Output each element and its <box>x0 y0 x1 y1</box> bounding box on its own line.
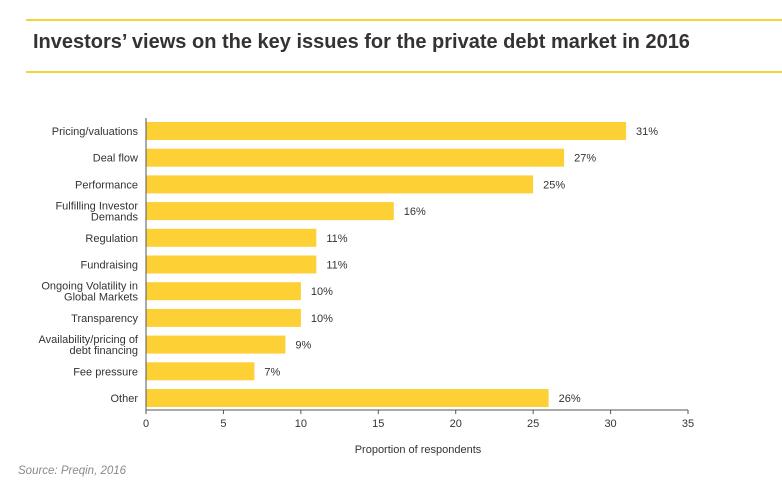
value-label-7: 10% <box>311 313 333 325</box>
bar-8 <box>146 335 286 354</box>
category-label-line: debt financing <box>70 345 139 357</box>
category-label-4: Regulation <box>85 233 138 245</box>
value-label-4: 11% <box>326 233 347 245</box>
title-underline-rule <box>26 71 782 73</box>
bar-0 <box>146 122 627 140</box>
category-label-1: Deal flow <box>93 153 138 165</box>
category-label-line: Availability/pricing of <box>39 334 139 346</box>
bar-3 <box>146 202 394 221</box>
category-label-3: Fulfilling Investor Demands <box>55 201 138 224</box>
bar-1 <box>146 148 565 167</box>
category-label-2: Performance <box>75 179 138 191</box>
bar-5 <box>146 255 317 274</box>
category-label-line: Fundraising <box>81 260 138 272</box>
chart-title: Investors’ views on the key issues for t… <box>33 31 690 53</box>
category-label-line: Fulfilling Investor <box>55 201 138 213</box>
category-label-6: Ongoing Volatility in Global Markets <box>41 281 138 304</box>
category-label-line: Performance <box>75 179 138 191</box>
value-label-1: 27% <box>574 153 596 165</box>
category-label-5: Fundraising <box>81 260 138 272</box>
bar-6 <box>146 282 301 301</box>
value-label-10: 26% <box>559 393 581 405</box>
value-label-6: 10% <box>311 286 333 298</box>
category-label-line: Other <box>110 393 138 405</box>
category-label-0: Pricing/valuations <box>52 126 139 138</box>
bar-4 <box>146 228 317 247</box>
x-tick-label-5: 5 <box>220 418 226 430</box>
category-label-9: Fee pressure <box>73 366 138 378</box>
bar-2 <box>146 175 534 194</box>
category-label-10: Other <box>110 393 138 405</box>
category-label-line: Regulation <box>85 233 138 245</box>
x-tick-label-15: 15 <box>372 418 384 430</box>
x-tick-label-0: 0 <box>143 418 149 430</box>
category-label-line: Fee pressure <box>73 366 138 378</box>
category-label-line: Pricing/valuations <box>52 126 139 138</box>
top-accent-rule <box>26 19 782 21</box>
x-tick-label-20: 20 <box>450 418 462 430</box>
value-label-2: 25% <box>543 179 565 191</box>
bar-9 <box>146 362 255 381</box>
value-label-9: 7% <box>264 366 280 378</box>
category-label-line: Demands <box>91 212 139 224</box>
x-tick-label-30: 30 <box>604 418 616 430</box>
value-label-8: 9% <box>295 340 311 352</box>
value-label-0: 31% <box>636 126 658 138</box>
value-label-5: 11% <box>326 260 347 272</box>
x-tick-label-10: 10 <box>295 418 307 430</box>
category-label-line: Deal flow <box>93 153 138 165</box>
source-note: Source: Preqin, 2016 <box>18 465 127 477</box>
bar-7 <box>146 308 301 327</box>
x-tick-label-25: 25 <box>527 418 539 430</box>
x-axis-title: Proportion of respondents <box>355 444 482 456</box>
value-label-3: 16% <box>404 206 426 218</box>
category-label-7: Transparency <box>71 313 138 325</box>
category-label-line: Ongoing Volatility in <box>41 281 138 293</box>
bar-10 <box>146 389 549 407</box>
category-label-8: Availability/pricing of debt financing <box>39 334 139 357</box>
x-tick-label-35: 35 <box>682 418 694 430</box>
category-label-line: Global Markets <box>64 292 138 304</box>
category-label-line: Transparency <box>71 313 138 325</box>
